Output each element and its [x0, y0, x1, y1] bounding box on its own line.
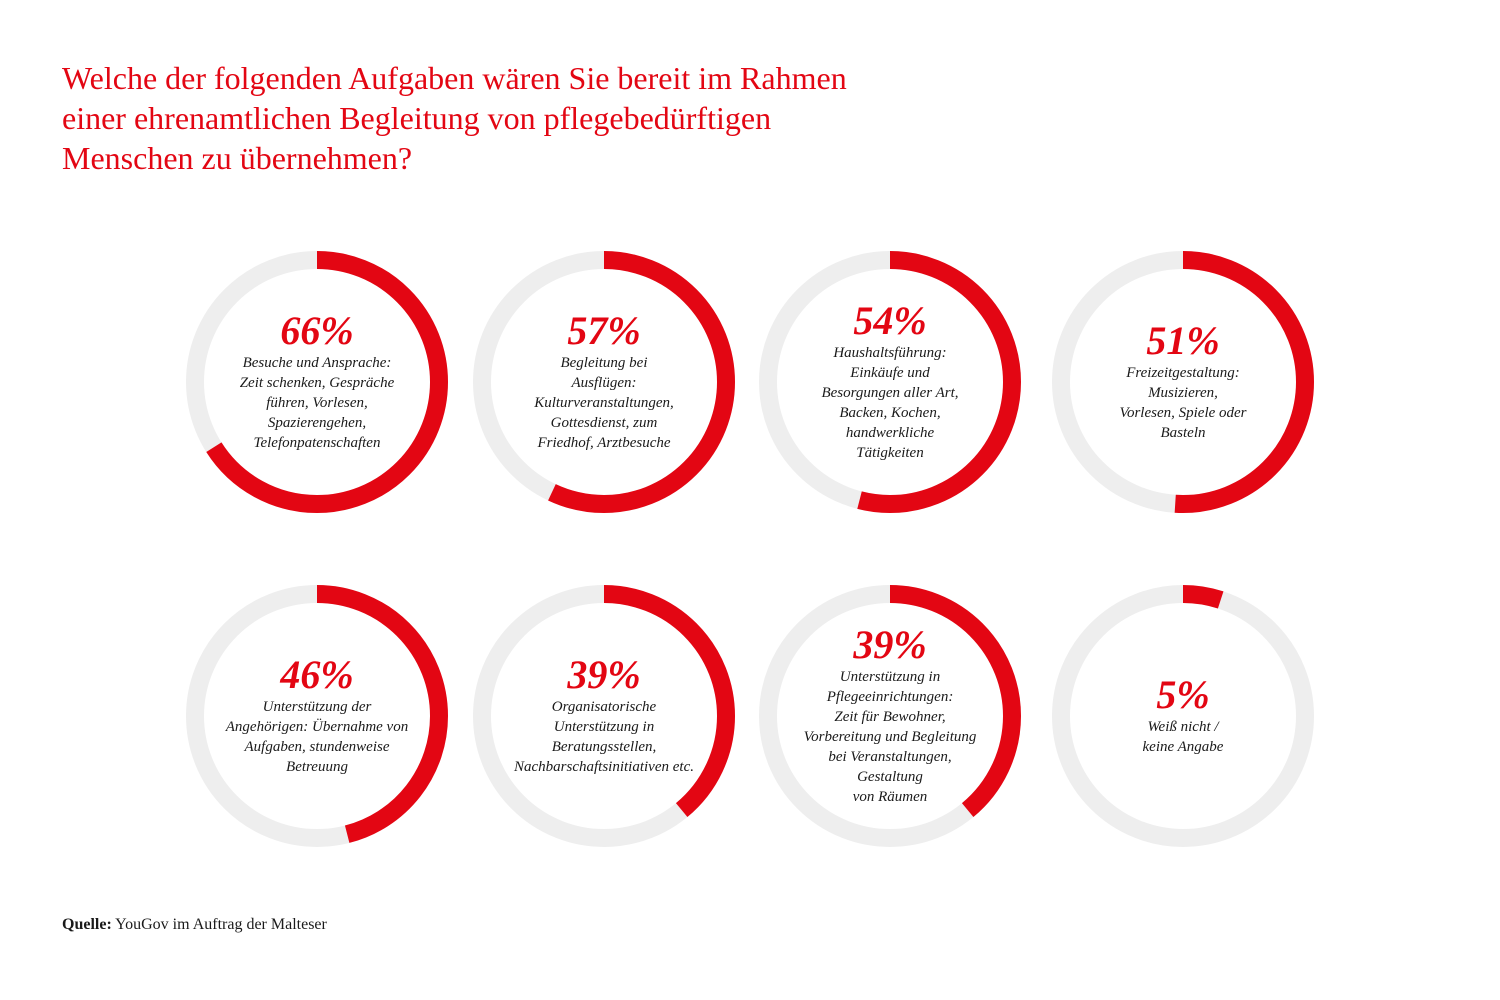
- label-line: Telefonpatenschaften: [253, 435, 381, 451]
- label-line: Betreuung: [286, 759, 348, 775]
- donut-value-label: 51%: [1146, 318, 1220, 363]
- donut-svg: [759, 251, 1021, 513]
- donut-value-arc: [1052, 251, 1314, 513]
- label-line: Weiß nicht /: [1147, 719, 1219, 735]
- donut-chart: 5% Weiß nicht / keine Angabe: [1047, 580, 1319, 852]
- label-line: Nachbarschaftsinitiativen etc.: [514, 759, 694, 775]
- label-line: Basteln: [1160, 425, 1206, 441]
- label-line: von Räumen: [852, 789, 928, 805]
- source-text: YouGov im Auftrag der Malteser: [111, 916, 327, 933]
- donut-value-arc: [759, 251, 1021, 513]
- chart-title: Welche der folgenden Aufgaben wären Sie …: [62, 58, 1062, 178]
- donut-category-label: Freizeitgestaltung: Musizieren, Vorlesen, …: [1119, 363, 1246, 443]
- label-line: Haushaltsführung:: [833, 345, 947, 361]
- donut-category-label: Besuche und Ansprache: Zeit schenken, Ges…: [240, 353, 395, 453]
- donut-value-label: 39%: [567, 652, 641, 697]
- donut-svg: [186, 585, 448, 847]
- label-line: Vorbereitung und Begleitung: [803, 729, 977, 745]
- donut-chart: 57% Begleitung bei Ausflügen: Kulturveranst…: [468, 246, 740, 518]
- label-line: Ausflügen:: [571, 375, 637, 391]
- label-line: Besorgungen aller Art,: [821, 385, 959, 401]
- label-line: keine Angabe: [1142, 739, 1224, 755]
- label-line: Begleitung bei: [560, 355, 648, 371]
- donut-svg: [473, 585, 735, 847]
- donut-value-label: 57%: [567, 308, 641, 353]
- source-label: Quelle:: [62, 916, 112, 933]
- label-line: Aufgaben, stundenweise: [244, 739, 390, 755]
- donut-category-label: Organisatorische Unterstützung in Beratung…: [514, 697, 694, 777]
- label-line: Tätigkeiten: [856, 445, 924, 461]
- label-line: Angehörigen: Übernahme von: [225, 719, 409, 735]
- donut-text: 66% Besuche und Ansprache: Zeit schenken, …: [181, 246, 453, 518]
- donut-value-label: 39%: [853, 622, 927, 667]
- donut-category-label: Haushaltsführung: Einkäufe und Besorgungen…: [821, 343, 958, 463]
- title-line: einer ehrenamtlichen Begleitung von pfle…: [62, 100, 772, 136]
- label-line: Unterstützung in: [839, 669, 941, 685]
- donut-value-label: 66%: [280, 308, 354, 353]
- label-line: Besuche und Ansprache:: [242, 355, 392, 371]
- label-line: Zeit für Bewohner,: [834, 709, 946, 725]
- label-line: Spazierengehen,: [267, 415, 367, 431]
- donut-text: 39% Unterstützung in Pflegeeinrichtungen: Z…: [754, 580, 1026, 852]
- donut-chart: 54% Haushaltsführung: Einkäufe und Besorgun…: [754, 246, 1026, 518]
- donut-text: 54% Haushaltsführung: Einkäufe und Besorgun…: [754, 246, 1026, 518]
- donut-value-arc: [759, 585, 1021, 847]
- donut-chart: 66% Besuche und Ansprache: Zeit schenken, …: [181, 246, 453, 518]
- donut-value-label: 46%: [280, 652, 354, 697]
- label-line: führen, Vorlesen,: [266, 395, 368, 411]
- donut-chart: 46% Unterstützung der Angehörigen: Übernah…: [181, 580, 453, 852]
- label-line: Beratungsstellen,: [551, 739, 657, 755]
- donut-value-arc: [186, 585, 448, 847]
- label-line: bei Veranstaltungen,: [828, 749, 952, 765]
- donut-text: 46% Unterstützung der Angehörigen: Übernah…: [181, 580, 453, 852]
- donut-text: 51% Freizeitgestaltung: Musizieren, Vorlese…: [1047, 246, 1319, 518]
- label-line: Unterstützung in: [553, 719, 655, 735]
- label-line: Gottesdienst, zum: [550, 415, 658, 431]
- donut-value-label: 5%: [1156, 672, 1210, 717]
- donut-svg: [759, 585, 1021, 847]
- label-line: Musizieren,: [1148, 385, 1218, 401]
- donut-value-arc: [1052, 585, 1314, 847]
- donut-svg: [1052, 585, 1314, 847]
- donut-text: 57% Begleitung bei Ausflügen: Kulturveranst…: [468, 246, 740, 518]
- donut-value-arc: [186, 251, 448, 513]
- donut-category-label: Unterstützung der Angehörigen: Übernahme …: [226, 697, 408, 777]
- label-line: Organisatorische: [551, 699, 657, 715]
- donut-svg: [473, 251, 735, 513]
- donut-category-label: Weiß nicht / keine Angabe: [1143, 717, 1224, 757]
- label-line: Pflegeeinrichtungen:: [826, 689, 954, 705]
- title-line: Welche der folgenden Aufgaben wären Sie …: [62, 60, 847, 96]
- label-line: Friedhof, Arztbesuche: [537, 435, 671, 451]
- label-line: Unterstützung der: [262, 699, 372, 715]
- label-line: Einkäufe und: [850, 365, 930, 381]
- donut-chart: 39% Organisatorische Unterstützung in Berat…: [468, 580, 740, 852]
- donut-category-label: Begleitung bei Ausflügen: Kulturveranstalt…: [534, 353, 674, 453]
- title-line: Menschen zu übernehmen?: [62, 140, 413, 176]
- label-line: Kulturveranstaltungen,: [534, 395, 674, 411]
- label-line: Vorlesen, Spiele oder: [1119, 405, 1247, 421]
- donut-category-label: Unterstützung in Pflegeeinrichtungen: Zeit…: [804, 667, 977, 807]
- label-line: Backen, Kochen,: [839, 405, 941, 421]
- label-line: Gestaltung: [857, 769, 923, 785]
- source-note: Quelle: YouGov im Auftrag der Malteser: [62, 915, 327, 935]
- donut-value-label: 54%: [853, 298, 927, 343]
- donut-svg: [186, 251, 448, 513]
- donut-value-arc: [473, 585, 735, 847]
- label-line: Freizeitgestaltung:: [1126, 365, 1240, 381]
- donut-text: 39% Organisatorische Unterstützung in Berat…: [468, 580, 740, 852]
- donut-text: 5% Weiß nicht / keine Angabe: [1047, 580, 1319, 852]
- label-line: Zeit schenken, Gespräche: [239, 375, 395, 391]
- label-line: handwerkliche: [845, 425, 935, 441]
- donut-chart: 51% Freizeitgestaltung: Musizieren, Vorlese…: [1047, 246, 1319, 518]
- donut-value-arc: [473, 251, 735, 513]
- donut-svg: [1052, 251, 1314, 513]
- donut-chart: 39% Unterstützung in Pflegeeinrichtungen: Z…: [754, 580, 1026, 852]
